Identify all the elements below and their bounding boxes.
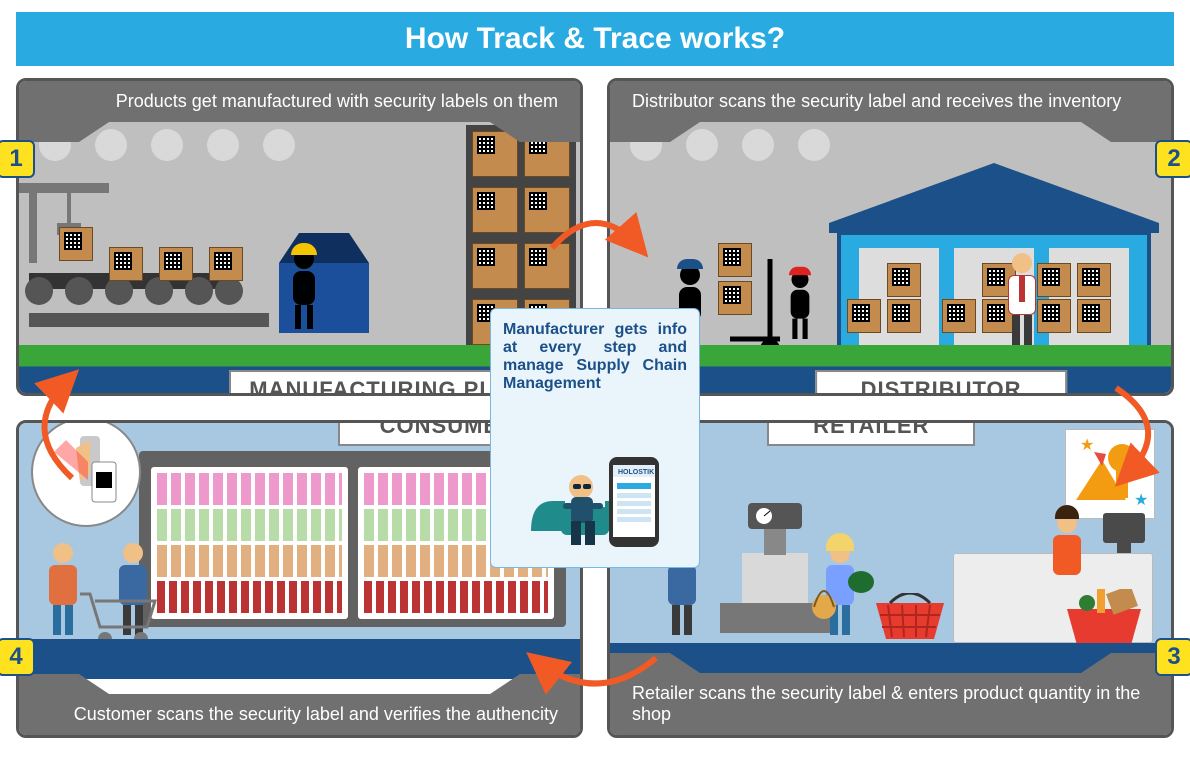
box-icon [718, 243, 752, 277]
grocery-basket-icon [1059, 589, 1149, 649]
scan-closeup-icon [31, 420, 141, 527]
box-icon [209, 247, 243, 281]
shopper-icon [49, 543, 77, 635]
center-text: Manufacturer gets info at every step and… [503, 321, 687, 392]
panel-1-text: Products get manufactured with security … [116, 91, 558, 111]
box-icon [1077, 263, 1111, 297]
box-icon [847, 299, 881, 333]
monitor-icon [1099, 509, 1149, 559]
box-icon [59, 227, 93, 261]
box-icon [109, 247, 143, 281]
mesh-bag-icon [810, 579, 838, 619]
panel-2-text: Distributor scans the security label and… [632, 91, 1121, 111]
box-icon [1037, 299, 1071, 333]
box-icon [1077, 299, 1111, 333]
stage-label-distributor: DISTRIBUTOR [815, 370, 1068, 396]
step-badge-3: 3 [1155, 638, 1190, 676]
phone-app-name: HOLOSTIK [618, 469, 654, 476]
box-icon [159, 247, 193, 281]
panel-3-footer: Retailer scans the security label & ente… [610, 673, 1171, 735]
panel-4-text: Customer scans the security label and ve… [74, 704, 558, 724]
supervisor-icon [1008, 253, 1036, 345]
box-icon [887, 263, 921, 297]
step-badge-1: 1 [0, 140, 35, 178]
cashier-icon [1053, 513, 1081, 575]
infographic-grid: Products get manufactured with security … [16, 78, 1174, 738]
box-icon [942, 299, 976, 333]
svg-text:★: ★ [1134, 492, 1148, 509]
box-icon [887, 299, 921, 333]
step-badge-2: 2 [1155, 140, 1190, 178]
worker-icon [284, 249, 324, 329]
panel-2-header: Distributor scans the security label and… [610, 81, 1171, 122]
panel-1-header: Products get manufactured with security … [19, 81, 580, 122]
center-illustration: HOLOSTIK [491, 451, 699, 561]
center-info-box: Manufacturer gets info at every step and… [490, 308, 700, 568]
svg-text:★: ★ [1080, 437, 1094, 454]
title-bar: How Track & Trace works? [16, 12, 1174, 66]
step-badge-4: 4 [0, 638, 35, 676]
shopping-basket-icon [870, 593, 950, 643]
poster-icon: ★ ★ [1065, 429, 1155, 519]
box-icon [718, 281, 752, 315]
panel-3-text: Retailer scans the security label & ente… [632, 683, 1140, 724]
stage-label-retailer: RETAILER [767, 420, 975, 446]
panel-4-footer: Customer scans the security label and ve… [19, 694, 580, 735]
scanner-worker-icon [783, 271, 817, 339]
box-icon [1037, 263, 1071, 297]
title-text: How Track & Trace works? [405, 22, 785, 55]
